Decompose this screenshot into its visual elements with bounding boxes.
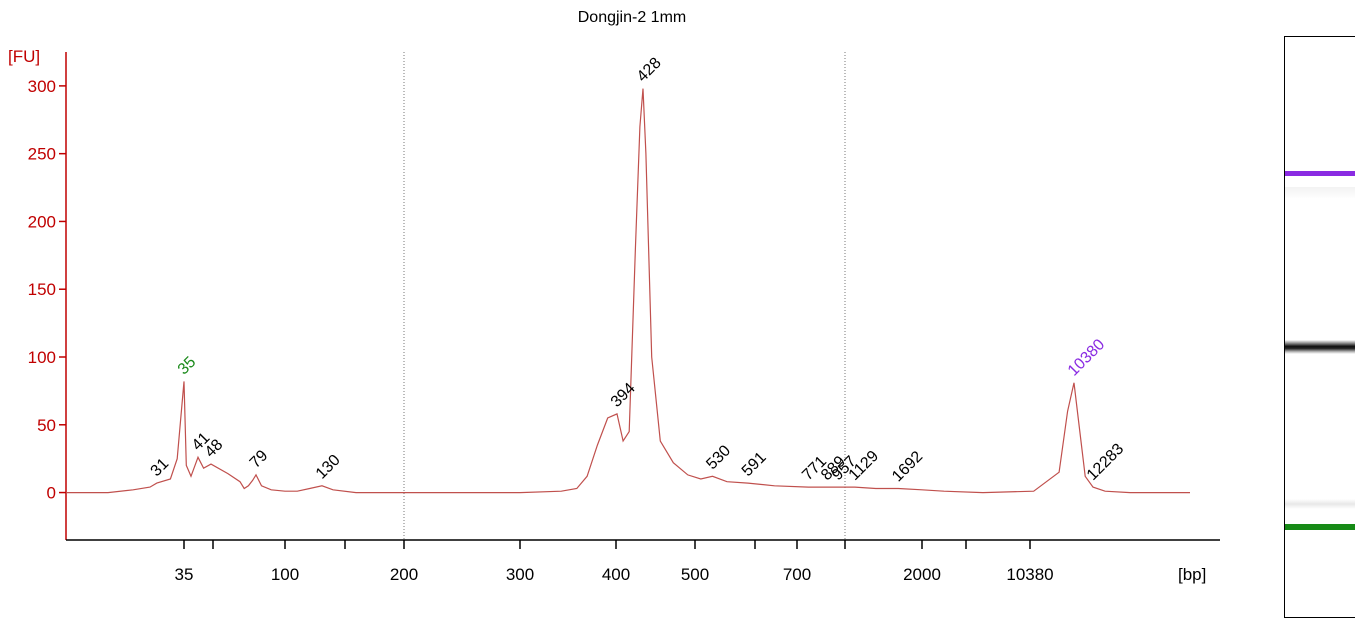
peak-label-428: 428 [634,54,665,85]
gel-band-lower-marker [1285,524,1355,530]
y-tick-label: 100 [28,348,56,367]
x-tick-label: 300 [506,565,534,584]
electropherogram-chart: Dongjin-2 1mm [FU] [bp] 0 50 100 150 200 250 3… [8,9,1220,584]
y-ticks: 0 50 100 150 200 250 300 [28,77,66,503]
peak-label-10380: 10380 [1065,336,1109,380]
peak-label-130: 130 [313,452,344,483]
y-tick-label: 150 [28,280,56,299]
y-tick-label: 300 [28,77,56,96]
x-tick-label: 10380 [1006,565,1053,584]
peak-label-35: 35 [175,354,200,379]
x-axis-label: [bp] [1178,565,1206,584]
x-ticks: 35 100 200 300 400 500 700 2000 10380 [175,540,1054,584]
x-tick-label: 400 [602,565,630,584]
y-tick-label: 200 [28,212,56,231]
grid-lines [403,52,846,540]
peak-label-394: 394 [608,380,639,411]
x-tick-label: 2000 [903,565,941,584]
x-tick-label: 200 [390,565,418,584]
y-tick-label: 0 [47,484,56,503]
x-tick-label: 100 [271,565,299,584]
x-tick-label: 35 [175,565,194,584]
axes [65,52,1220,541]
gel-band-faint-lower [1285,499,1355,509]
peak-label-12283: 12283 [1084,440,1128,484]
trace-line-0 [66,88,1190,494]
peak-label-31: 31 [148,455,173,480]
peak-label-79: 79 [247,447,272,472]
peak-label-530: 530 [703,442,734,473]
x-tick-label: 700 [783,565,811,584]
peak-label-1692: 1692 [889,448,926,485]
peak-label-591: 591 [739,449,770,480]
gel-band-faint-upper [1285,187,1355,199]
gel-band-main [1285,340,1355,354]
x-tick-label: 500 [681,565,709,584]
chart-title: Dongjin-2 1mm [578,9,686,26]
gel-image [1284,36,1355,618]
gel-band-upper-marker [1285,171,1355,176]
y-tick-label: 50 [37,416,56,435]
y-tick-label: 250 [28,145,56,164]
y-axis-label: [FU] [8,47,40,66]
trace [66,88,1190,494]
peak-label-1129: 1129 [846,448,882,484]
